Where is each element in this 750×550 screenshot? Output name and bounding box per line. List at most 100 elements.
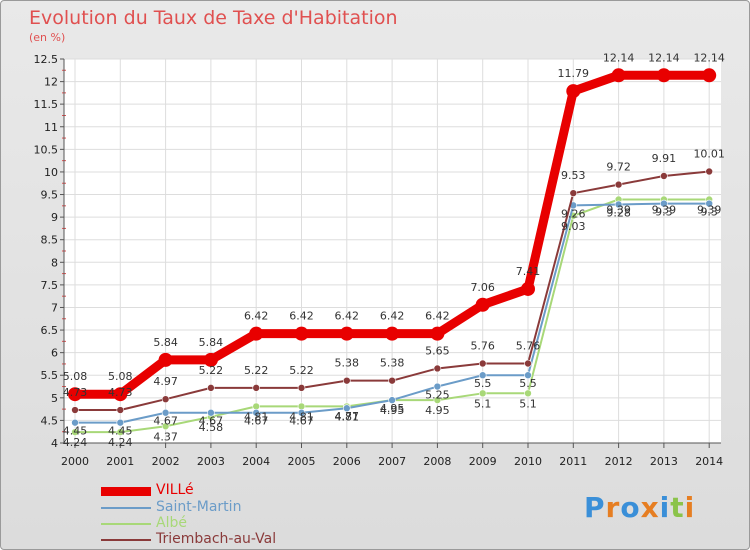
logo-letter: r bbox=[605, 491, 621, 524]
data-label: 12.14 bbox=[693, 51, 725, 64]
legend-label: Saint-Martin bbox=[156, 499, 242, 515]
data-label: 5.5 bbox=[474, 377, 492, 390]
x-tick-label: 2000 bbox=[61, 455, 89, 468]
data-label: 9.91 bbox=[652, 152, 677, 165]
data-label: 4.97 bbox=[153, 375, 178, 388]
data-point bbox=[207, 384, 215, 392]
y-tick-label: 4 bbox=[51, 437, 58, 450]
data-point bbox=[705, 199, 714, 208]
data-label: 12.14 bbox=[603, 51, 635, 64]
data-label: 4.95 bbox=[380, 402, 405, 415]
y-tick-label: 7.5 bbox=[41, 279, 59, 292]
data-point bbox=[660, 172, 668, 180]
data-label: 4.45 bbox=[108, 425, 133, 438]
logo-letter: P bbox=[584, 491, 606, 524]
y-tick-label: 8.5 bbox=[41, 234, 59, 247]
data-point bbox=[569, 189, 578, 197]
data-label: 5.08 bbox=[108, 370, 133, 383]
data-point bbox=[705, 167, 714, 176]
x-tick-label: 2007 bbox=[378, 455, 406, 468]
data-label: 4.58 bbox=[199, 421, 224, 434]
data-label: 4.67 bbox=[289, 415, 314, 428]
y-tick-label: 7 bbox=[51, 301, 58, 314]
data-label: 5.1 bbox=[474, 397, 492, 410]
data-point bbox=[116, 428, 125, 436]
data-label: 12.14 bbox=[648, 51, 680, 64]
logo-letter: o bbox=[620, 491, 641, 524]
data-label: 9.39 bbox=[652, 203, 677, 216]
data-point bbox=[339, 326, 354, 341]
data-point bbox=[252, 402, 260, 411]
data-point bbox=[116, 406, 125, 414]
data-point bbox=[161, 422, 170, 431]
data-point bbox=[478, 359, 487, 368]
data-label: 5.76 bbox=[470, 339, 495, 352]
data-label: 4.67 bbox=[199, 415, 224, 428]
data-label: 7.06 bbox=[470, 281, 495, 294]
data-label: 4.95 bbox=[380, 404, 405, 417]
data-point bbox=[297, 384, 306, 392]
data-label: 5.22 bbox=[199, 364, 224, 377]
legend-swatch bbox=[101, 507, 151, 509]
logo-letter: x bbox=[640, 491, 660, 524]
legend-label: Triembach-au-Val bbox=[156, 531, 277, 547]
data-label: 5.1 bbox=[519, 397, 537, 410]
data-label: 4.95 bbox=[425, 404, 450, 417]
logo-letter: t bbox=[670, 491, 685, 524]
x-tick-label: 2006 bbox=[333, 455, 361, 468]
y-tick-label: 11 bbox=[44, 121, 58, 134]
data-label: 6.42 bbox=[289, 310, 314, 323]
data-point bbox=[385, 326, 400, 341]
data-point bbox=[611, 68, 626, 83]
data-label: 9.3 bbox=[655, 206, 673, 219]
x-tick-label: 2014 bbox=[695, 455, 723, 468]
y-tick-label: 6.5 bbox=[41, 324, 59, 337]
data-point bbox=[342, 376, 351, 385]
y-tick-label: 10 bbox=[44, 166, 58, 179]
data-point bbox=[297, 408, 306, 417]
data-point bbox=[433, 382, 442, 391]
x-tick-label: 2012 bbox=[605, 455, 633, 468]
data-point bbox=[161, 395, 170, 403]
data-point bbox=[71, 406, 79, 414]
data-label: 5.84 bbox=[153, 336, 178, 349]
x-tick-label: 2010 bbox=[514, 455, 542, 468]
legend-swatch bbox=[101, 523, 151, 525]
data-label: 4.45 bbox=[63, 425, 88, 438]
y-tick-label: 9 bbox=[51, 211, 58, 224]
y-tick-label: 11.5 bbox=[34, 98, 59, 111]
data-point bbox=[524, 389, 532, 398]
y-tick-label: 4.5 bbox=[41, 414, 59, 427]
data-label: 9.28 bbox=[606, 206, 631, 219]
data-point bbox=[252, 408, 260, 417]
logo-letter: i bbox=[684, 491, 696, 524]
data-label: 5.22 bbox=[289, 364, 314, 377]
y-tick-label: 9.5 bbox=[41, 189, 59, 202]
data-point bbox=[430, 326, 445, 341]
data-label: 10.01 bbox=[693, 147, 725, 160]
legend-label: VILLé bbox=[156, 482, 194, 498]
x-tick-label: 2011 bbox=[559, 455, 587, 468]
data-point bbox=[388, 396, 396, 404]
data-label: 4.73 bbox=[63, 386, 88, 399]
data-point bbox=[68, 387, 82, 402]
data-label: 4.24 bbox=[63, 436, 88, 449]
data-label: 6.42 bbox=[244, 310, 269, 323]
data-label: 9.03 bbox=[561, 220, 586, 233]
data-point bbox=[297, 402, 306, 411]
data-label: 4.77 bbox=[335, 410, 360, 423]
data-label: 9.72 bbox=[606, 161, 631, 174]
data-label: 5.22 bbox=[244, 364, 269, 377]
data-point bbox=[521, 281, 535, 296]
data-label: 9.3 bbox=[700, 206, 718, 219]
y-tick-label: 12 bbox=[44, 76, 58, 89]
chart-unit-label: (en %) bbox=[29, 31, 66, 44]
data-label: 9.53 bbox=[561, 169, 586, 182]
data-label: 6.42 bbox=[335, 310, 360, 323]
data-label: 9.26 bbox=[561, 207, 586, 220]
data-label: 4.67 bbox=[153, 415, 178, 428]
data-label: 4.81 bbox=[289, 410, 314, 423]
data-label: 5.38 bbox=[335, 357, 360, 370]
